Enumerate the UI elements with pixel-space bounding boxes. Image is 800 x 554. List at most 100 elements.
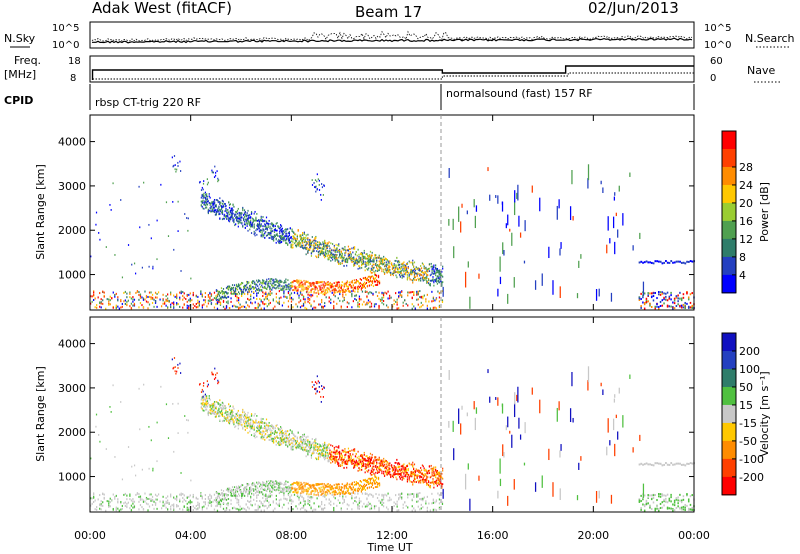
power-cell	[393, 271, 395, 274]
power-cell	[435, 280, 438, 283]
power-cell	[236, 220, 239, 223]
velocity-cell	[139, 504, 142, 507]
power-cell	[223, 214, 225, 217]
power-cell	[661, 291, 664, 294]
power-cell	[362, 282, 365, 285]
power-cell	[348, 254, 350, 257]
power-cell	[204, 203, 206, 206]
power-cell	[305, 234, 307, 237]
power-cell	[174, 164, 176, 166]
power-cell	[242, 282, 244, 285]
power-cell	[228, 220, 231, 223]
power-cell	[640, 292, 642, 295]
velocity-cell	[100, 500, 102, 503]
velocity-cell	[238, 413, 240, 416]
velocity-cell	[203, 396, 205, 399]
power-cell	[219, 292, 222, 294]
power-cell	[228, 219, 230, 222]
power-cell	[165, 304, 167, 307]
power-cell	[329, 254, 331, 257]
power-cell	[369, 277, 372, 279]
power-cell	[270, 234, 272, 237]
power-cell	[417, 267, 419, 270]
velocity-cell	[244, 413, 246, 416]
power-cell	[254, 287, 256, 290]
power-cell	[222, 305, 225, 308]
velocity-cell	[235, 425, 237, 428]
power-cell	[172, 200, 174, 203]
power-cell	[215, 171, 217, 174]
power-cell	[318, 243, 320, 246]
power-cell	[425, 266, 427, 269]
power-cell	[272, 286, 274, 289]
velocity-cell	[388, 499, 391, 502]
power-cell	[340, 251, 342, 254]
power-cell	[264, 236, 266, 239]
power-cell	[432, 299, 435, 302]
power-cell	[370, 275, 373, 278]
velocity-cell	[241, 423, 243, 426]
velocity-cell	[250, 418, 252, 421]
power-cell	[237, 284, 240, 287]
velocity-cell	[167, 437, 170, 440]
power-cell	[336, 253, 338, 256]
power-cell	[272, 223, 274, 225]
power-cell	[401, 276, 403, 279]
power-cell	[283, 301, 285, 304]
power-cell	[268, 302, 270, 305]
power-cell	[677, 300, 679, 303]
power-cell	[275, 241, 277, 244]
power-cell	[411, 290, 413, 293]
velocity-cell	[208, 395, 210, 397]
velocity-cell	[682, 508, 685, 511]
velocity-cell	[257, 421, 259, 424]
power-cell	[294, 242, 296, 245]
velocity-cell	[120, 500, 122, 503]
power-cell	[177, 230, 179, 232]
power-cell	[270, 278, 272, 280]
velocity-cell	[242, 427, 244, 430]
power-cell	[679, 291, 681, 294]
velocity-cell	[654, 462, 657, 465]
power-cell	[373, 258, 375, 260]
power-cell	[210, 210, 212, 213]
velocity-cell	[220, 412, 222, 415]
power-cell	[302, 234, 304, 236]
velocity-cell	[358, 497, 361, 500]
power-cell	[323, 280, 325, 283]
power-cell	[395, 267, 397, 270]
power-cell	[204, 292, 207, 295]
velocity-cell	[216, 413, 218, 415]
power-cell	[310, 293, 312, 296]
power-cell	[423, 279, 425, 281]
power-cell	[341, 289, 343, 291]
velocity-cell	[93, 493, 95, 496]
power-cell	[317, 178, 319, 181]
power-cell	[241, 305, 243, 308]
velocity-cell	[221, 412, 224, 414]
power-cell	[292, 285, 294, 288]
power-cell	[212, 201, 214, 204]
power-cell	[645, 260, 648, 263]
power-cell	[389, 262, 391, 265]
velocity-cell	[112, 384, 114, 387]
power-cell	[385, 292, 388, 295]
velocity-cell	[276, 436, 278, 438]
power-cell	[332, 253, 335, 256]
power-cell	[369, 250, 372, 253]
velocity-cell	[382, 501, 385, 504]
velocity-cell	[401, 497, 403, 500]
power-cell	[316, 188, 318, 191]
power-cell	[175, 170, 177, 173]
power-cell	[335, 257, 337, 260]
power-cell	[259, 231, 261, 233]
velocity-cell	[239, 420, 241, 423]
power-cell	[189, 297, 191, 300]
power-cell	[344, 260, 346, 263]
power-cell	[271, 238, 273, 240]
velocity-cell	[248, 422, 250, 425]
power-cell	[308, 244, 310, 247]
velocity-cell	[195, 508, 197, 511]
power-cell	[343, 282, 345, 285]
power-cell	[647, 261, 650, 264]
